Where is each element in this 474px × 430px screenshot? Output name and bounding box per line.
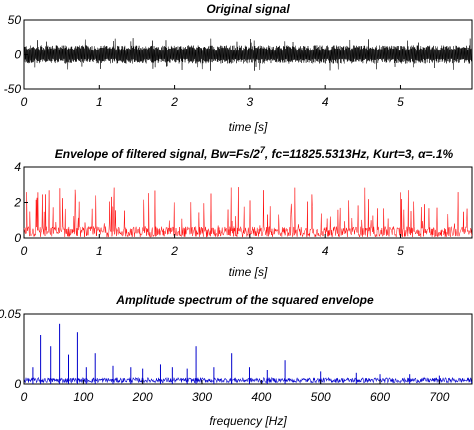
y-tick-label: 0 [14,48,21,62]
x-tick-label: 100 [73,390,93,404]
panel-2-xlabel: time [s] [229,265,268,279]
x-tick-label: 0 [21,95,28,109]
panel-3-series [23,323,473,384]
x-tick-label: 200 [132,390,153,404]
x-tick-label: 1 [96,244,103,258]
x-tick-label: 2 [170,244,178,258]
panel-2-title-main: Envelope of filtered signal, Bw=Fs/2 [55,147,260,161]
panel-3-ticks: 0 100 200 300 400 500 600 700 0 0.05 [0,307,450,404]
panel-envelope: Envelope of filtered signal, Bw=Fs/27, f… [13,145,473,279]
panel-2-series [23,187,473,238]
envelope-line [23,187,473,238]
panel-2-title-rest: , fc=11825.5313Hz, Kurt=3, α=.1% [264,147,454,161]
panel-2-frame [23,166,473,239]
y-tick-label: 4 [14,160,21,174]
x-tick-label: 2 [170,95,178,109]
x-tick-label: 3 [247,244,254,258]
panel-3-frame [23,313,473,385]
panel-3-title: Amplitude spectrum of the squared envelo… [115,293,374,307]
panel-1-title: Original signal [206,2,290,16]
x-tick-label: 600 [370,390,390,404]
x-tick-label: 0 [21,390,28,404]
x-tick-label: 0 [21,244,28,258]
x-tick-label: 5 [397,95,404,109]
x-tick-label: 500 [311,390,331,404]
panel-spectrum: Amplitude spectrum of the squared envelo… [0,293,473,428]
y-tick-label: -50 [4,82,22,96]
y-tick-label: 50 [8,13,22,27]
panel-2-title: Envelope of filtered signal, Bw=Fs/27, f… [55,145,454,161]
spectrum-line [23,376,473,384]
x-tick-label: 5 [397,244,404,258]
y-tick-label: 0 [14,377,21,391]
panel-1-xlabel: time [s] [229,120,268,134]
x-tick-label: 4 [322,95,329,109]
y-tick-label: 0.05 [0,307,21,321]
x-tick-label: 700 [429,390,449,404]
x-tick-label: 400 [251,390,271,404]
y-tick-label: 2 [13,196,21,210]
x-tick-label: 4 [322,244,329,258]
original-signal-line [23,38,473,71]
panel-2-title-sup: 7 [260,145,266,155]
y-tick-label: 0 [14,231,21,245]
panel-2-ticks: 0 1 2 3 4 5 0 2 4 [13,160,404,258]
panel-3-xlabel: frequency [Hz] [209,414,287,428]
x-tick-label: 300 [192,390,212,404]
x-tick-label: 1 [96,95,103,109]
x-tick-label: 3 [247,95,254,109]
panel-1-series [23,38,473,71]
